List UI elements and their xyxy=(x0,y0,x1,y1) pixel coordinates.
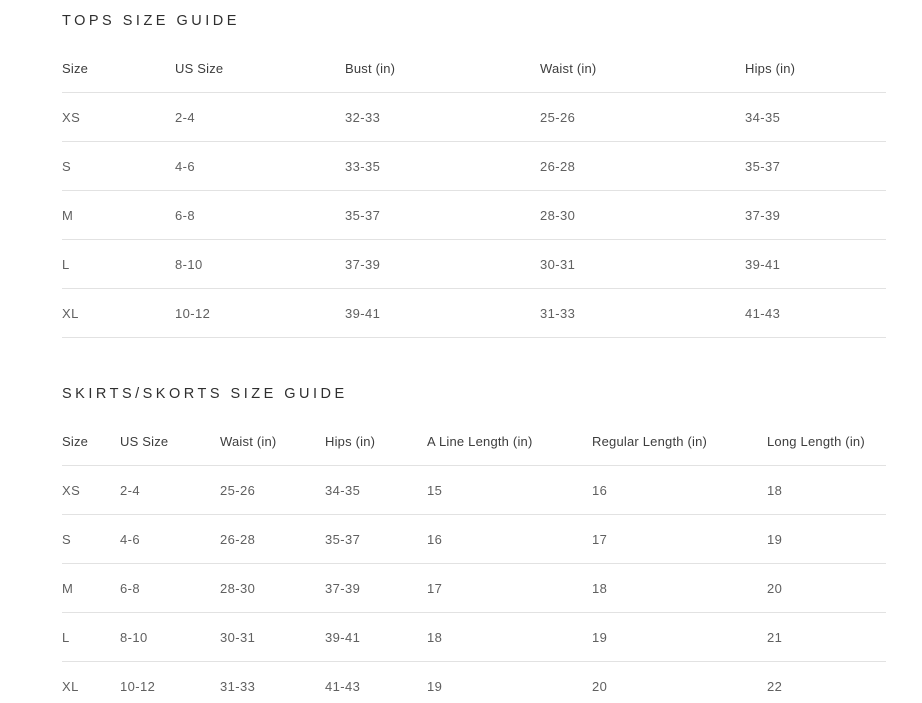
table-cell: 30-31 xyxy=(540,239,745,289)
table-cell: L xyxy=(62,612,120,662)
table-cell: 17 xyxy=(592,514,767,564)
table-cell: S xyxy=(62,514,120,564)
table-cell: 39-41 xyxy=(345,288,540,338)
table-cell: 20 xyxy=(592,661,767,703)
skirts-skorts-size-guide-section: SKIRTS/SKORTS SIZE GUIDE Size US Size Wais… xyxy=(62,386,886,703)
column-header-cell: A Line Length (in) xyxy=(427,434,533,449)
tops-size-guide-section: TOPS SIZE GUIDE Size US Size Bust (in) Wais… xyxy=(62,13,886,338)
column-header-cell: Waist (in) xyxy=(220,434,277,449)
table-cell: 6-8 xyxy=(175,190,345,240)
table-row: L 8-10 37-39 30-31 39-41 xyxy=(62,239,886,289)
table-cell: 25-26 xyxy=(540,92,745,142)
table-cell: XL xyxy=(62,661,120,703)
table-cell: 32-33 xyxy=(345,92,540,142)
table-row: S 4-6 26-28 35-37 16 17 19 xyxy=(62,514,886,564)
column-header-cell: Size xyxy=(62,61,89,76)
table-cell: 16 xyxy=(427,514,592,564)
column-header-cell: Hips (in) xyxy=(325,434,376,449)
table-cell: 31-33 xyxy=(540,288,745,338)
table-cell: 33-35 xyxy=(345,141,540,191)
table-cell: 25-26 xyxy=(220,465,325,515)
tops-size-table-head: Size US Size Bust (in) Waist (in) Hips (in) xyxy=(62,58,886,93)
table-cell: 37-39 xyxy=(345,239,540,289)
table-cell: 6-8 xyxy=(120,563,220,613)
tops-size-table-body: XS 2-4 32-33 25-26 34-35 S 4-6 33-35 26-28 35-37 M… xyxy=(62,92,886,338)
table-row: XS 2-4 25-26 34-35 15 16 18 xyxy=(62,465,886,515)
table-cell: 18 xyxy=(592,563,767,613)
table-row: XS 2-4 32-33 25-26 34-35 xyxy=(62,92,886,142)
table-cell: 18 xyxy=(767,465,886,515)
column-header-cell: Hips (in) xyxy=(745,61,796,76)
table-cell: 8-10 xyxy=(175,239,345,289)
skirts-skorts-size-table-body: XS 2-4 25-26 34-35 15 16 18 S 4-6 26-28 35-37 16 17 1… xyxy=(62,465,886,703)
column-header-cell: Regular Length (in) xyxy=(592,434,708,449)
table-cell: 20 xyxy=(767,563,886,613)
tops-size-guide-title: TOPS SIZE GUIDE xyxy=(62,13,240,29)
table-cell: 19 xyxy=(767,514,886,564)
table-cell: XS xyxy=(62,92,175,142)
table-cell: 19 xyxy=(592,612,767,662)
column-header-cell: Long Length (in) xyxy=(767,434,865,449)
column-header-cell: Bust (in) xyxy=(345,61,396,76)
table-cell: 37-39 xyxy=(745,190,886,240)
skirts-skorts-size-guide-title: SKIRTS/SKORTS SIZE GUIDE xyxy=(62,386,348,402)
table-cell: 31-33 xyxy=(220,661,325,703)
table-cell: 8-10 xyxy=(120,612,220,662)
table-cell: 16 xyxy=(592,465,767,515)
table-row: L 8-10 30-31 39-41 18 19 21 xyxy=(62,612,886,662)
table-cell: S xyxy=(62,141,175,191)
table-cell: 35-37 xyxy=(325,514,427,564)
tops-size-table: Size US Size Bust (in) Waist (in) Hips (in) … xyxy=(62,58,886,338)
table-row: M 6-8 35-37 28-30 37-39 xyxy=(62,190,886,240)
table-cell: 21 xyxy=(767,612,886,662)
table-cell: 10-12 xyxy=(120,661,220,703)
table-cell: 35-37 xyxy=(745,141,886,191)
table-cell: 28-30 xyxy=(540,190,745,240)
table-cell: 19 xyxy=(427,661,592,703)
table-cell: XL xyxy=(62,288,175,338)
table-cell: 26-28 xyxy=(220,514,325,564)
table-cell: XS xyxy=(62,465,120,515)
table-cell: 22 xyxy=(767,661,886,703)
table-cell: 30-31 xyxy=(220,612,325,662)
table-row: M 6-8 28-30 37-39 17 18 20 xyxy=(62,563,886,613)
table-cell: 10-12 xyxy=(175,288,345,338)
table-row: XL 10-12 31-33 41-43 19 20 22 xyxy=(62,661,886,703)
table-cell: M xyxy=(62,563,120,613)
table-cell: 41-43 xyxy=(745,288,886,338)
table-cell: 39-41 xyxy=(745,239,886,289)
table-cell: M xyxy=(62,190,175,240)
table-cell: 4-6 xyxy=(120,514,220,564)
table-cell: 34-35 xyxy=(325,465,427,515)
column-header-cell: Waist (in) xyxy=(540,61,597,76)
table-header-row: Size US Size Waist (in) Hips (in) A Line Len… xyxy=(62,431,886,466)
table-cell: 26-28 xyxy=(540,141,745,191)
table-cell: 39-41 xyxy=(325,612,427,662)
table-cell: 37-39 xyxy=(325,563,427,613)
table-cell: 2-4 xyxy=(120,465,220,515)
column-header-cell: US Size xyxy=(120,434,169,449)
skirts-skorts-size-table: Size US Size Waist (in) Hips (in) A Line Len… xyxy=(62,431,886,703)
table-row: XL 10-12 39-41 31-33 41-43 xyxy=(62,288,886,338)
table-cell: 2-4 xyxy=(175,92,345,142)
table-cell: 18 xyxy=(427,612,592,662)
table-cell: L xyxy=(62,239,175,289)
table-cell: 41-43 xyxy=(325,661,427,703)
table-cell: 17 xyxy=(427,563,592,613)
table-cell: 35-37 xyxy=(345,190,540,240)
skirts-skorts-size-table-head: Size US Size Waist (in) Hips (in) A Line Len… xyxy=(62,431,886,466)
table-cell: 34-35 xyxy=(745,92,886,142)
table-row: S 4-6 33-35 26-28 35-37 xyxy=(62,141,886,191)
column-header-cell: US Size xyxy=(175,61,224,76)
column-header-cell: Size xyxy=(62,434,89,449)
table-cell: 15 xyxy=(427,465,592,515)
table-header-row: Size US Size Bust (in) Waist (in) Hips (in) xyxy=(62,58,886,93)
table-cell: 4-6 xyxy=(175,141,345,191)
table-cell: 28-30 xyxy=(220,563,325,613)
